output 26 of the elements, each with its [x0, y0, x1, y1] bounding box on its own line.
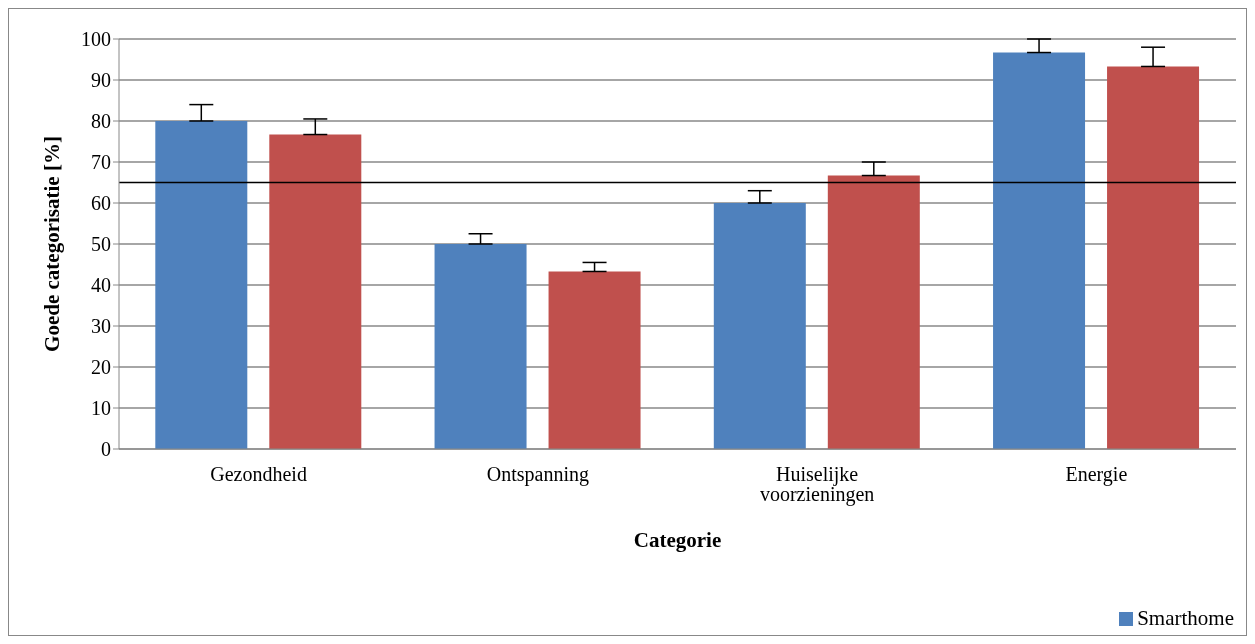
bar — [269, 134, 362, 449]
y-tick-label: 50 — [91, 233, 111, 256]
bar — [993, 52, 1086, 449]
y-tick-label: 80 — [91, 110, 111, 133]
y-tick-label: 90 — [91, 69, 111, 92]
y-tick-label: 20 — [91, 356, 111, 379]
y-tick-label: 10 — [91, 397, 111, 420]
x-tick-label: Gezondheid — [210, 463, 307, 486]
y-tick-label: 0 — [101, 438, 111, 461]
bar — [548, 271, 641, 449]
x-tick-label: Huiselijke voorzieningen — [759, 463, 875, 507]
bar — [713, 203, 806, 449]
y-tick-label: 30 — [91, 315, 111, 338]
y-axis-title: Goede categorisatie [%] — [40, 136, 65, 352]
bar — [434, 244, 527, 449]
y-tick-label: 70 — [91, 151, 111, 174]
y-tick-label: 100 — [81, 28, 111, 51]
bar — [155, 121, 248, 449]
legend-label: Smarthome — [1137, 606, 1234, 631]
x-tick-label: Ontspanning — [486, 463, 589, 487]
y-tick-label: 40 — [91, 274, 111, 297]
x-axis-title: Categorie — [633, 528, 722, 552]
bar — [1107, 66, 1200, 449]
bar — [827, 175, 920, 449]
x-tick-label: Energie — [1065, 463, 1128, 487]
y-tick-label: 60 — [91, 192, 111, 215]
